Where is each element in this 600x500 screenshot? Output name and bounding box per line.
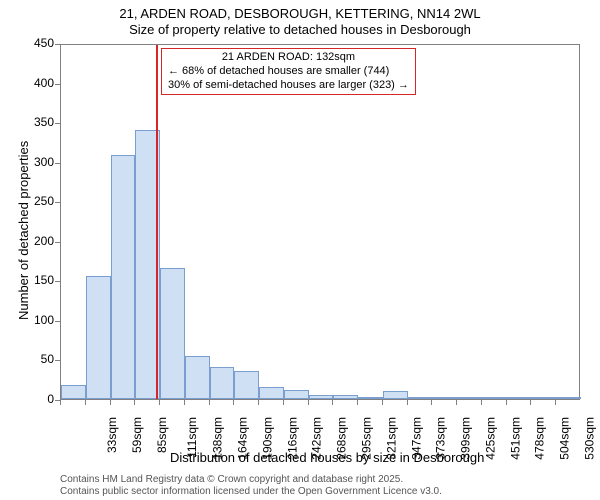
x-tick-mark — [258, 400, 259, 405]
callout-line: ← 68% of detached houses are smaller (74… — [168, 65, 409, 79]
x-tick-label: 111sqm — [185, 417, 199, 458]
callout-line: 21 ARDEN ROAD: 132sqm — [168, 51, 409, 65]
histogram-bar — [259, 387, 284, 399]
x-tick-mark — [357, 400, 358, 405]
x-tick-mark — [382, 400, 383, 405]
y-tick-label: 450 — [26, 36, 54, 50]
x-tick-mark — [431, 400, 432, 405]
x-tick-label: 85sqm — [155, 417, 169, 453]
x-tick-mark — [283, 400, 284, 405]
chart-footer: Contains HM Land Registry data © Crown c… — [60, 474, 442, 498]
x-tick-label: 451sqm — [508, 417, 522, 460]
x-tick-mark — [530, 400, 531, 405]
x-tick-label: 321sqm — [384, 417, 398, 460]
y-tick-mark — [55, 281, 60, 282]
title-line-1: 21, ARDEN ROAD, DESBOROUGH, KETTERING, N… — [0, 6, 600, 22]
histogram-bar — [160, 268, 185, 399]
y-tick-mark — [55, 202, 60, 203]
x-tick-mark — [110, 400, 111, 405]
x-tick-mark — [481, 400, 482, 405]
x-tick-label: 425sqm — [484, 417, 498, 460]
histogram-bar — [358, 397, 383, 399]
x-tick-mark — [184, 400, 185, 405]
x-tick-label: 504sqm — [558, 417, 572, 460]
x-tick-label: 33sqm — [105, 417, 119, 453]
histogram-bar — [210, 367, 235, 399]
y-tick-mark — [55, 163, 60, 164]
footer-line-2: Contains public sector information licen… — [60, 486, 442, 497]
y-tick-label: 350 — [26, 115, 54, 129]
x-tick-label: 216sqm — [285, 417, 299, 460]
x-tick-label: 268sqm — [335, 417, 349, 460]
y-tick-label: 150 — [26, 273, 54, 287]
histogram-bar — [408, 397, 433, 399]
histogram-bar — [383, 391, 408, 399]
histogram-bar — [432, 397, 457, 399]
x-tick-label: 399sqm — [459, 417, 473, 460]
x-tick-mark — [233, 400, 234, 405]
x-tick-label: 190sqm — [261, 417, 275, 460]
x-tick-label: 138sqm — [211, 417, 225, 460]
histogram-bar — [531, 397, 556, 399]
histogram-bar — [234, 371, 259, 399]
x-tick-label: 295sqm — [360, 417, 374, 460]
y-tick-label: 250 — [26, 194, 54, 208]
y-tick-label: 50 — [26, 352, 54, 366]
callout-line: 30% of semi-detached houses are larger (… — [168, 79, 409, 93]
x-tick-mark — [159, 400, 160, 405]
x-tick-mark — [308, 400, 309, 405]
y-tick-mark — [55, 44, 60, 45]
y-tick-mark — [55, 360, 60, 361]
x-tick-mark — [506, 400, 507, 405]
x-tick-label: 347sqm — [409, 417, 423, 460]
x-tick-mark — [332, 400, 333, 405]
y-tick-label: 200 — [26, 234, 54, 248]
x-tick-label: 478sqm — [533, 417, 547, 460]
y-tick-mark — [55, 84, 60, 85]
histogram-bar — [309, 395, 334, 399]
x-tick-label: 59sqm — [130, 417, 144, 453]
histogram-bar — [457, 397, 482, 399]
footer-line-1: Contains HM Land Registry data © Crown c… — [60, 474, 403, 485]
y-tick-label: 400 — [26, 76, 54, 90]
y-tick-mark — [55, 242, 60, 243]
histogram-bar — [185, 356, 210, 400]
y-tick-mark — [55, 123, 60, 124]
x-tick-label: 530sqm — [583, 417, 597, 460]
x-tick-label: 242sqm — [310, 417, 324, 460]
x-tick-label: 373sqm — [434, 417, 448, 460]
histogram-bar — [333, 395, 358, 399]
x-tick-mark — [85, 400, 86, 405]
property-marker-line — [156, 45, 158, 399]
x-tick-mark — [555, 400, 556, 405]
histogram-bar — [507, 397, 532, 399]
plot-area: 21 ARDEN ROAD: 132sqm← 68% of detached h… — [60, 44, 580, 400]
histogram-bar — [556, 397, 581, 399]
y-tick-label: 100 — [26, 313, 54, 327]
histogram-bar — [86, 276, 111, 399]
y-tick-label: 0 — [26, 392, 54, 406]
title-line-2: Size of property relative to detached ho… — [0, 22, 600, 38]
y-tick-mark — [55, 321, 60, 322]
property-callout: 21 ARDEN ROAD: 132sqm← 68% of detached h… — [161, 48, 416, 95]
chart-title: 21, ARDEN ROAD, DESBOROUGH, KETTERING, N… — [0, 0, 600, 39]
histogram-bar — [284, 390, 309, 399]
x-tick-mark — [456, 400, 457, 405]
y-tick-label: 300 — [26, 155, 54, 169]
x-tick-mark — [134, 400, 135, 405]
x-tick-mark — [60, 400, 61, 405]
histogram-bar — [111, 155, 136, 399]
x-tick-label: 164sqm — [236, 417, 250, 460]
x-tick-mark — [209, 400, 210, 405]
histogram-bar — [482, 397, 507, 399]
x-tick-mark — [407, 400, 408, 405]
histogram-bar — [61, 385, 86, 399]
